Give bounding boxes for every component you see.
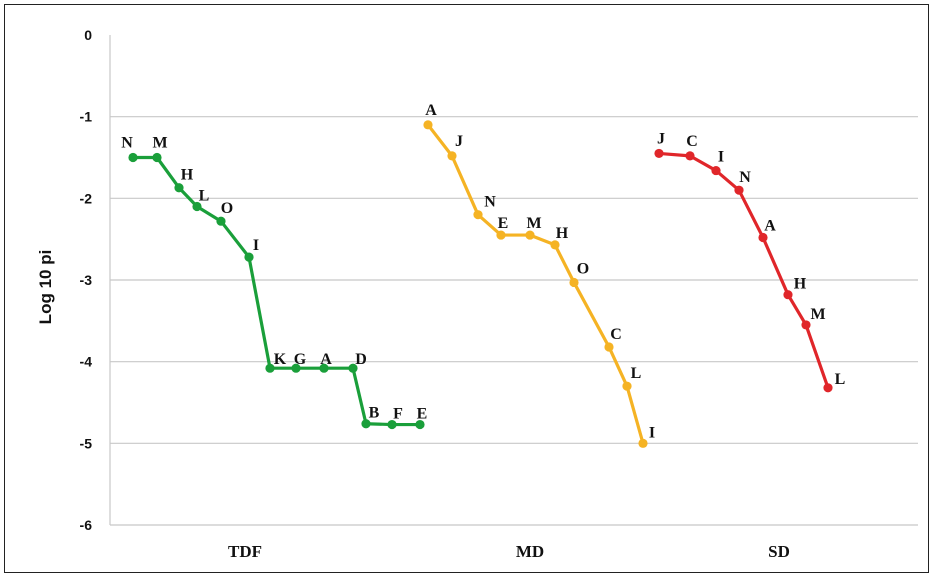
data-point [174,183,184,193]
data-point [525,230,535,240]
y-tick-label: -6 [80,517,93,533]
y-tick-label: 0 [84,27,92,43]
point-label: I [649,424,655,441]
data-point [496,230,506,240]
point-label: H [556,225,569,242]
x-category-label: TDF [228,542,262,561]
data-point [447,151,457,161]
point-label: I [253,237,259,254]
x-category-label: MD [516,542,544,561]
series-line [426,123,645,444]
series-line [133,155,420,427]
data-point [152,152,162,163]
data-point [415,419,425,430]
data-point [265,363,275,373]
point-label: A [320,351,332,368]
y-tick-label: -3 [80,272,93,288]
data-point [685,151,695,161]
point-label: M [810,306,825,323]
x-category-label: SD [768,542,790,561]
point-label: G [294,351,307,368]
data-point [361,419,371,429]
y-axis-label: Log 10 pi [36,250,55,325]
series-line [658,151,830,389]
data-point [783,290,793,300]
point-label: N [739,169,751,186]
series-md: A J NE MH O C L I [423,102,655,448]
data-point [654,148,664,159]
data-point [423,120,433,130]
point-label: L [835,371,846,388]
data-point [192,201,202,212]
chart-frame [4,4,929,573]
y-tick-label: -2 [80,190,93,206]
data-point [348,363,358,373]
data-point [823,383,833,393]
point-label: N [121,135,133,152]
data-point [638,438,648,448]
point-label: F [393,406,403,423]
data-point [622,381,632,391]
data-point [319,363,329,373]
data-point [550,240,560,250]
data-point [216,216,226,226]
point-label: A [764,218,776,235]
gridlines [109,35,918,526]
y-tick-label: -5 [80,435,93,451]
point-label: J [657,130,665,147]
point-label: I [718,149,724,166]
data-point [128,152,138,163]
data-point [473,210,483,220]
point-label: C [686,133,698,150]
point-label: J [455,133,463,150]
point-label: H [181,167,194,184]
point-label: N [484,194,496,211]
data-point [604,342,614,352]
data-point [734,185,744,195]
data-point [758,232,768,243]
data-point [569,277,579,288]
data-point [711,165,721,176]
data-point [801,320,811,330]
point-label: D [355,351,367,368]
point-label: M [526,215,541,232]
x-axis-categories: TDF MD SD [228,542,790,561]
data-point [244,252,254,262]
y-tick-label: -1 [80,109,93,125]
point-label: E [417,406,428,423]
point-label: O [221,200,233,217]
point-label: L [631,365,642,382]
data-point [387,419,397,430]
point-label: C [610,326,622,343]
point-label: M [152,135,167,152]
point-label: H [794,276,807,293]
y-tick-label: -4 [80,354,93,370]
point-label: K [274,351,287,368]
data-point [291,363,301,373]
point-label: O [577,260,589,277]
y-axis-ticks: 0 -1 -2 -3 -4 -5 -6 [80,27,93,533]
point-label: E [498,215,509,232]
series-sd: J C IN A HM L [654,130,846,393]
point-label: B [369,405,380,422]
point-label: L [199,188,210,205]
point-label: A [425,102,437,119]
